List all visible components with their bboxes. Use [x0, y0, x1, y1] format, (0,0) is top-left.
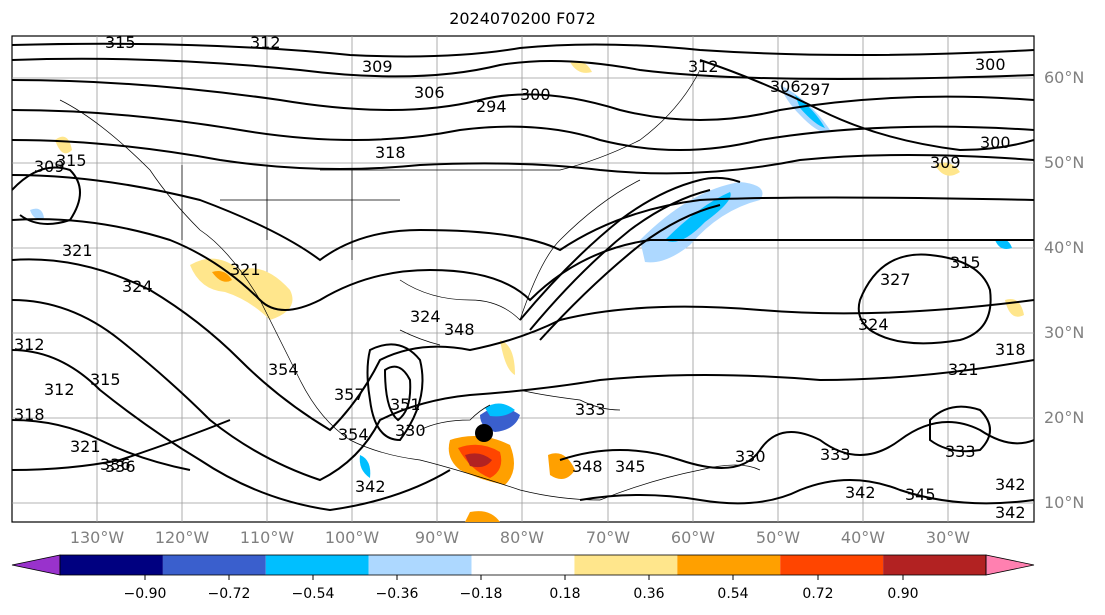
lon-label: 50°W — [755, 528, 801, 547]
colorbar-frame — [59, 554, 987, 576]
colorbar-segment — [162, 555, 266, 575]
contour-label: 315 — [56, 151, 87, 170]
colorbar-ticks — [144, 575, 904, 580]
colorbar-segment — [677, 555, 781, 575]
colorbar-tick-label: 0.18 — [549, 586, 581, 602]
storm-center-marker — [475, 424, 493, 442]
graticule — [12, 36, 1034, 522]
colorbar-tick-label: 0.36 — [633, 586, 665, 602]
coastlines — [59, 69, 761, 501]
colorbar-extend-min — [11, 554, 61, 576]
colorbar-segment — [883, 555, 986, 575]
lon-label: 70°W — [585, 528, 631, 547]
contour-label: 342 — [995, 475, 1026, 494]
colorbar-segment — [574, 555, 678, 575]
contour-label: 321 — [62, 241, 93, 260]
contour-label: 336 — [105, 457, 136, 476]
contour-label: 315 — [105, 33, 136, 52]
contour-label: 342 — [995, 503, 1026, 522]
contour-label: 300 — [975, 55, 1006, 74]
colorbar-segment — [368, 555, 472, 575]
contour-label: 315 — [950, 253, 981, 272]
contour-label: 354 — [268, 360, 299, 379]
colorbar-tick-label: −0.54 — [291, 586, 335, 602]
contour-label: 330 — [395, 421, 426, 440]
colorbar — [11, 554, 1035, 576]
colorbar-segment — [265, 555, 369, 575]
contour-label: 306 — [414, 83, 445, 102]
contour-label: 309 — [34, 157, 65, 176]
contour-label: 342 — [355, 477, 386, 496]
lon-label: 40°W — [840, 528, 886, 547]
contour-label: 345 — [615, 457, 646, 476]
lon-label: 30°W — [925, 528, 971, 547]
contour-label: 354 — [338, 425, 369, 444]
lat-label: 30°N — [1044, 323, 1085, 342]
contour-label: 318 — [995, 340, 1026, 359]
colorbar-tick-label: 0.54 — [717, 586, 749, 602]
contour-label: 327 — [880, 270, 911, 289]
contour-label: 318 — [375, 143, 406, 162]
contour-labels: 315 312 309 306 294 300 312 306 297 300 … — [14, 33, 1026, 522]
contour-label: 315 — [90, 370, 121, 389]
colorbar-segment — [60, 555, 163, 575]
lon-label: 120°W — [154, 528, 210, 547]
lon-label: 110°W — [239, 528, 295, 547]
contour-label: 318 — [14, 405, 45, 424]
contour-label: 321 — [70, 437, 101, 456]
colorbar-tick-label: −0.90 — [123, 586, 167, 602]
colorbar-tick-label: −0.36 — [375, 586, 419, 602]
colorbar-segment — [780, 555, 884, 575]
contour-label: 333 — [945, 442, 976, 461]
colorbar-extend-max — [985, 554, 1035, 576]
contour-label: 321 — [230, 260, 261, 279]
contour-label: 324 — [858, 315, 889, 334]
lon-label: 90°W — [414, 528, 460, 547]
contour-label: 300 — [980, 133, 1011, 152]
lon-label: 60°W — [670, 528, 716, 547]
contour-label: 348 — [444, 320, 475, 339]
contour-label: 297 — [800, 80, 831, 99]
colorbar-segment — [471, 555, 575, 575]
contour-label: 312 — [14, 335, 45, 354]
contour-label: 300 — [520, 85, 551, 104]
contour-label: 345 — [905, 485, 936, 504]
contour-label: 348 — [572, 457, 603, 476]
theta-e-contours — [12, 42, 1034, 512]
contour-label: 294 — [476, 97, 507, 116]
lat-label: 60°N — [1044, 68, 1085, 87]
lat-label: 20°N — [1044, 408, 1085, 427]
contour-label: 357 — [334, 385, 365, 404]
contour-label: 312 — [44, 380, 75, 399]
lat-label: 40°N — [1044, 238, 1085, 257]
colorbar-tick-label: 0.72 — [802, 586, 834, 602]
contour-label: 333 — [575, 400, 606, 419]
contour-label: 324 — [410, 307, 441, 326]
lat-label: 10°N — [1044, 493, 1085, 512]
colorbar-tick-label: 0.90 — [887, 586, 919, 602]
contour-label: 330 — [735, 447, 766, 466]
contour-label: 309 — [362, 57, 393, 76]
contour-label: 321 — [948, 360, 979, 379]
colorbar-tick-label: −0.18 — [459, 586, 503, 602]
map-title: 2024070200 F072 — [449, 9, 596, 28]
lon-label: 80°W — [499, 528, 545, 547]
contour-label: 306 — [770, 77, 801, 96]
contour-label: 324 — [122, 277, 153, 296]
contour-label: 351 — [390, 395, 421, 414]
contour-label: 342 — [845, 483, 876, 502]
contour-label: 309 — [930, 153, 961, 172]
contour-label: 312 — [688, 57, 719, 76]
lon-label: 130°W — [69, 528, 125, 547]
contour-label: 336 — [100, 455, 131, 474]
contour-label: 312 — [250, 33, 281, 52]
lon-label: 100°W — [324, 528, 380, 547]
colorbar-tick-label: −0.72 — [207, 586, 251, 602]
contour-label: 333 — [820, 445, 851, 464]
lat-label: 50°N — [1044, 153, 1085, 172]
